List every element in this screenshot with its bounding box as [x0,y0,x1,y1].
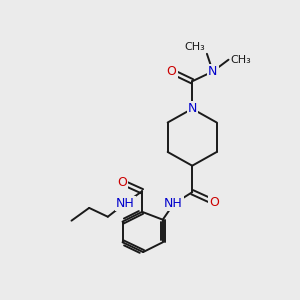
Text: O: O [167,65,176,78]
Text: N: N [208,65,218,78]
Text: CH₃: CH₃ [184,42,205,52]
Text: O: O [118,176,128,189]
Text: N: N [188,102,197,115]
Text: O: O [209,196,219,208]
Text: NH: NH [164,197,183,211]
Text: CH₃: CH₃ [230,55,251,65]
Text: NH: NH [116,196,135,209]
